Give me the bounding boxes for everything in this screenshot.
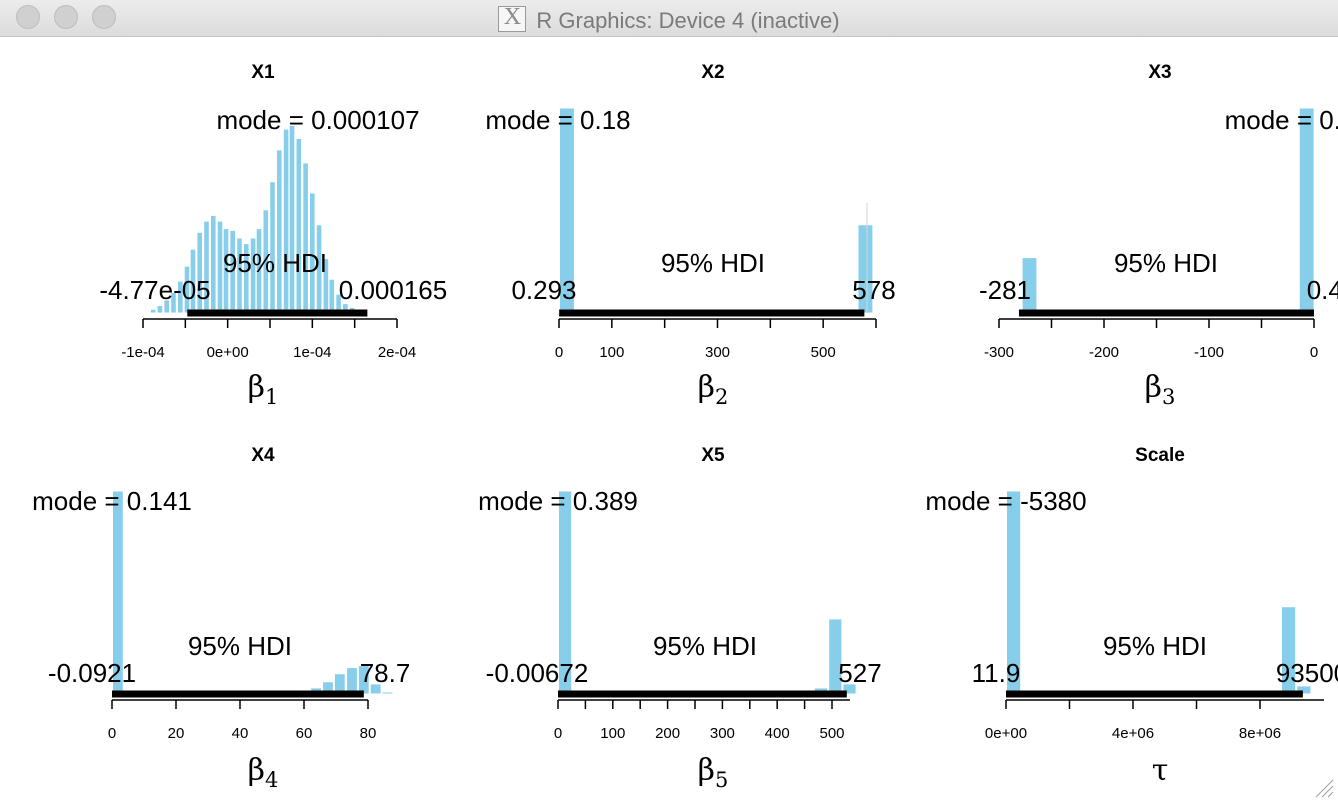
x-tick-label: 0e+00: [985, 725, 1027, 742]
hdi-label: 95% HDI: [188, 631, 292, 661]
histogram-bar: [163, 299, 170, 314]
mode-label: mode = 0.389: [478, 486, 638, 516]
resize-grip-icon[interactable]: [1312, 776, 1334, 798]
histogram-bar: [288, 124, 296, 314]
panel-title: X4: [251, 445, 275, 466]
mode-label: mode = 0.0: [1225, 105, 1338, 135]
hdi-high-label: 578: [852, 275, 895, 305]
hdi-label: 95% HDI: [223, 248, 327, 278]
histogram-bar: [1296, 685, 1312, 695]
histogram-bar: [149, 308, 157, 314]
x-tick-label: 8e+06: [1239, 725, 1281, 742]
mode-label: mode = 0.000107: [216, 105, 419, 135]
histogram-bar: [276, 149, 283, 314]
histogram-bar: [842, 683, 857, 695]
panel-x4: 0 20 40 60 80 X4 mode = 0.141 95% HDI -0.0921 78.…: [32, 445, 410, 792]
hdi-low-label: -0.00672: [486, 658, 589, 688]
x-tick-label: -200: [1089, 344, 1119, 361]
x-tick-label: 80: [360, 725, 377, 742]
mode-label: mode = 0.141: [32, 486, 192, 516]
x-tick-label: -300: [984, 344, 1014, 361]
x-tick-label: 60: [296, 725, 313, 742]
hdi-label: 95% HDI: [1114, 248, 1218, 278]
x-tick-label: 100: [599, 344, 624, 361]
panel-x2: 0 100 300 500 X2 mode = 0.18 95% HDI 0.293 578 β2: [485, 62, 895, 409]
histogram-bar: [177, 280, 184, 314]
hdi-high-label: 0.42: [1307, 275, 1338, 305]
x-tick-label: 300: [710, 725, 735, 742]
histogram-bar: [282, 128, 290, 314]
histogram-bar: [210, 214, 217, 314]
x-axis-label: β4: [248, 753, 279, 792]
close-window-button[interactable]: [16, 5, 40, 29]
x-tick-label: 0: [108, 725, 116, 742]
x-tick-label: 300: [705, 344, 730, 361]
mode-label: mode = 0.18: [485, 105, 630, 135]
mode-label: mode = -5380: [925, 486, 1086, 516]
hdi-label: 95% HDI: [653, 631, 757, 661]
zoom-window-button[interactable]: [92, 5, 116, 29]
x-tick-label: 40: [232, 725, 249, 742]
x-tick-label: 400: [765, 725, 790, 742]
hdi-low-label: -4.77e-05: [99, 275, 210, 305]
x-tick-label: 2e-04: [378, 344, 416, 361]
panel-x1: -1e-04 0e+00 1e-04 2e-04 X1 mode = 0.000107 95…: [99, 62, 447, 409]
histogram-bar: [328, 278, 336, 314]
x11-icon: X: [498, 4, 527, 32]
x-axis-label: β5: [698, 753, 729, 792]
x-tick-label: 500: [819, 725, 844, 742]
window-title-text: R Graphics: Device 4 (inactive): [536, 8, 840, 33]
x-tick-label: 0: [1310, 344, 1318, 361]
hdi-label: 95% HDI: [661, 248, 765, 278]
histogram-bar: [857, 224, 874, 314]
x-tick-label: -100: [1194, 344, 1224, 361]
hdi-high-label: 527: [838, 658, 881, 688]
hdi-high-label: 0.000165: [339, 275, 447, 305]
hdi-low-label: -281: [979, 275, 1031, 305]
hdi-low-label: 11.9: [972, 658, 1021, 688]
x-axis-label: β1: [248, 370, 279, 409]
x-tick-label: 0: [554, 725, 562, 742]
panel-title: X2: [701, 62, 724, 83]
window-titlebar: X R Graphics: Device 4 (inactive): [0, 0, 1338, 37]
x-tick-label: 1e-04: [293, 344, 331, 361]
x-tick-label: 100: [600, 725, 625, 742]
hdi-low-label: 0.293: [511, 275, 576, 305]
x-tick-label: 0e+00: [207, 344, 249, 361]
histogram-bar: [170, 291, 177, 314]
x-tick-label: 20: [168, 725, 185, 742]
window-title: X R Graphics: Device 4 (inactive): [0, 4, 1338, 34]
x-tick-label: -1e-04: [121, 344, 164, 361]
x-axis-label: τ: [1152, 753, 1169, 788]
panel-title: Scale: [1135, 445, 1185, 466]
panel-x5: 0 100 200 300 400 500 X5 mode = 0.389 95% HDI -0.…: [478, 445, 882, 792]
panel-title: X3: [1148, 62, 1171, 83]
hdi-low-label: -0.0921: [48, 658, 136, 688]
x-tick-label: 200: [655, 725, 680, 742]
hdi-high-label: 78.7: [360, 658, 411, 688]
histogram-bar: [295, 138, 303, 314]
histogram-bar: [216, 220, 224, 314]
panel-title: X1: [251, 62, 275, 83]
panel-scale: 0e+00 4e+06 8e+06 Scale mode = -5380 95% HDI 1…: [925, 445, 1338, 788]
posterior-histograms-plot: -1e-04 0e+00 1e-04 2e-04 X1 mode = 0.000107 95…: [32, 62, 1338, 792]
histogram-bar: [302, 162, 309, 314]
hdi-label: 95% HDI: [1103, 631, 1207, 661]
x-tick-label: 500: [811, 344, 836, 361]
x-axis-label: β3: [1145, 370, 1176, 409]
x-axis-label: β2: [698, 370, 729, 409]
panel-title: X5: [701, 445, 725, 466]
histogram-bar: [381, 691, 394, 695]
hdi-high-label: 93500: [1276, 658, 1338, 688]
panel-x3: -300 -200 -100 0 X3 mode = 0.0 95% HDI -281 0.42…: [979, 62, 1338, 409]
x-tick-label: 4e+06: [1112, 725, 1154, 742]
x-tick-label: 0: [555, 344, 563, 361]
histogram-bar: [369, 683, 382, 695]
histogram-bar: [346, 667, 358, 695]
minimize-window-button[interactable]: [54, 5, 78, 29]
histogram-bar: [156, 305, 164, 314]
